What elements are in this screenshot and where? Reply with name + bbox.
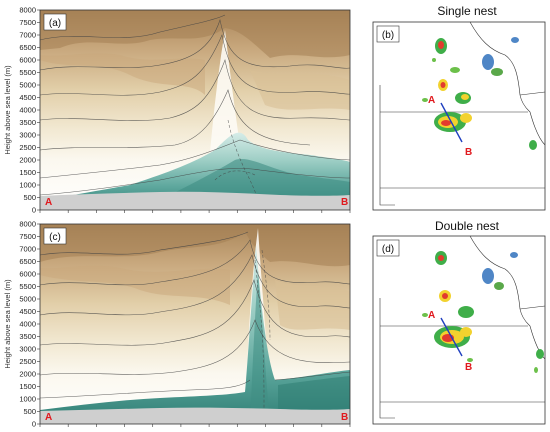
y-tick-label: 5500 — [19, 282, 36, 291]
y-tick-label: 3500 — [19, 332, 36, 341]
map-end-label-d: B — [465, 362, 472, 373]
panel-label-box-c — [43, 227, 67, 245]
y-tick-label: 1500 — [19, 382, 36, 391]
y-tick-label: 6000 — [19, 56, 36, 65]
y-tick-label: 2000 — [19, 156, 36, 165]
map-title-b: Single nest — [437, 4, 497, 18]
y-tick-label: 1000 — [19, 395, 36, 404]
map-panel-b: (b) A B — [372, 21, 546, 211]
y-axis-label-a: Height above sea level (m) — [3, 65, 12, 155]
map-panel-d: (d) A B — [372, 235, 546, 425]
y-tick-label: 4500 — [19, 93, 36, 102]
y-tick-label: 8000 — [19, 220, 36, 229]
y-tick-label: 500 — [23, 193, 36, 202]
y-tick-label: 4000 — [19, 106, 36, 115]
y-tick-label: 4000 — [19, 320, 36, 329]
y-tick-label: 7000 — [19, 245, 36, 254]
cross-section-line-b — [440, 102, 463, 143]
section-start-label-a: A — [45, 197, 52, 208]
y-tick-label: 7000 — [19, 31, 36, 40]
y-tick-label: 8000 — [19, 6, 36, 15]
y-tick-label: 3000 — [19, 345, 36, 354]
y-tick-label: 2000 — [19, 370, 36, 379]
y-tick-label: 5500 — [19, 68, 36, 77]
panel-label-box-a — [43, 13, 67, 31]
map-start-label-d: A — [428, 310, 435, 321]
panel-label-c: (c) — [49, 232, 61, 243]
y-tick-label: 0 — [32, 420, 36, 429]
y-axis-a: 0 500 1000 1500 2000 2500 3000 3500 4000 4500 5000… — [19, 6, 40, 215]
y-axis-label-c: Height above sea level (m) — [3, 279, 12, 369]
x-ticks-a — [39, 210, 351, 213]
map-title-d: Double nest — [435, 219, 500, 233]
y-tick-label: 7500 — [19, 232, 36, 241]
y-tick-label: 2500 — [19, 357, 36, 366]
y-tick-label: 6500 — [19, 43, 36, 52]
y-tick-label: 4500 — [19, 307, 36, 316]
x-ticks-c — [39, 424, 351, 427]
section-end-label-c: B — [341, 412, 348, 423]
y-tick-label: 6000 — [19, 270, 36, 279]
y-tick-label: 6500 — [19, 257, 36, 266]
panel-a — [39, 9, 351, 211]
section-start-label-c: A — [45, 412, 52, 423]
panel-label-b: (b) — [382, 30, 394, 41]
section-end-label-a: B — [341, 197, 348, 208]
y-tick-label: 1500 — [19, 168, 36, 177]
y-tick-label: 500 — [23, 407, 36, 416]
map-end-label-b: B — [465, 147, 472, 158]
y-tick-label: 3000 — [19, 131, 36, 140]
y-tick-label: 5000 — [19, 81, 36, 90]
y-tick-label: 1000 — [19, 181, 36, 190]
y-tick-label: 0 — [32, 206, 36, 215]
panel-c — [39, 223, 351, 425]
y-tick-label: 7500 — [19, 18, 36, 27]
map-start-label-b: A — [428, 95, 435, 106]
y-tick-label: 2500 — [19, 143, 36, 152]
panel-label-d: (d) — [382, 244, 394, 255]
cross-section-line-d — [440, 317, 463, 357]
panel-label-a: (a) — [49, 18, 61, 29]
y-tick-label: 3500 — [19, 118, 36, 127]
y-tick-label: 5000 — [19, 295, 36, 304]
y-axis-c: 0 500 1000 1500 2000 2500 3000 3500 4000 4500 5000… — [19, 220, 40, 429]
